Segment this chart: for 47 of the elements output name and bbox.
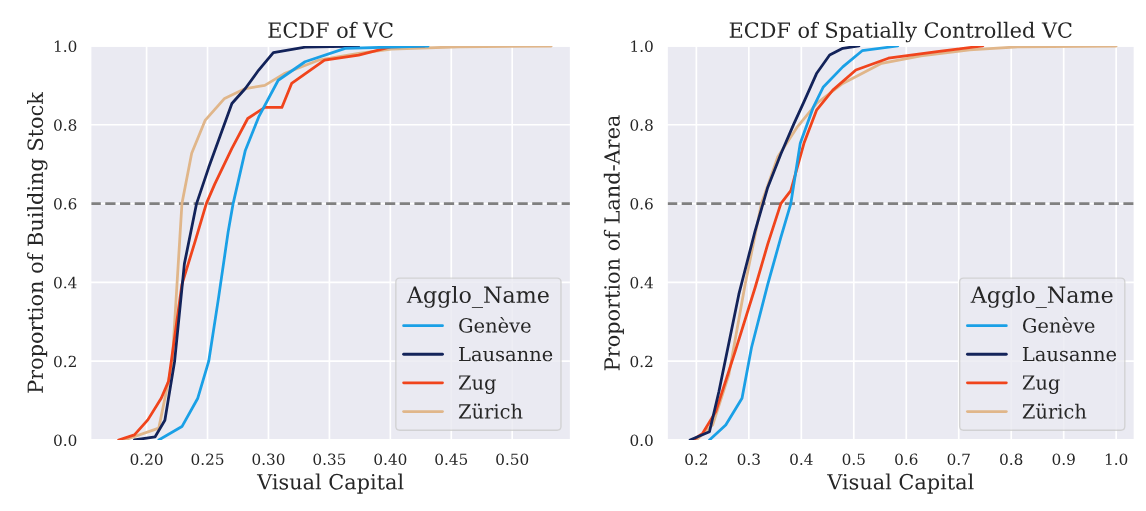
y-tick-label: 0.0	[54, 434, 77, 446]
y-tick-label: 1.0	[54, 40, 77, 53]
y-tick-label: 0.4	[54, 276, 77, 289]
x-tick-label: 0.30	[252, 453, 285, 465]
legend-label: Zug	[1022, 375, 1060, 394]
x-tick-label: 0.5	[842, 453, 865, 465]
legend-label: Zürich	[458, 403, 523, 419]
x-tick-label: 0.25	[191, 453, 224, 465]
legend-label: Lausanne	[459, 346, 553, 362]
line-series	[708, 45, 900, 440]
y-axis-title: Proportion of Building Stock	[27, 91, 48, 393]
chart-title: ECDF of VC	[268, 21, 393, 38]
x-tick-label: 0.2	[685, 453, 708, 465]
x-tick-label: 0.8	[1000, 453, 1023, 465]
legend-label: Zürich	[1022, 403, 1087, 419]
x-tick-label: 0.45	[435, 453, 468, 465]
legend-title: Agglo_Name	[970, 285, 1113, 309]
x-tick-label: 0.20	[130, 453, 163, 465]
x-axis-title: Visual Capital	[827, 473, 974, 494]
x-tick-label: 0.4	[790, 453, 813, 465]
x-axis-title: Visual Capital	[256, 473, 404, 494]
x-tick-label: 0.35	[313, 453, 346, 465]
y-tick-label: 0.8	[54, 119, 77, 131]
y-axis-title: Proportion of Land-Area	[603, 115, 624, 371]
x-tick-label: 0.40	[374, 453, 407, 465]
legend-label: Genève	[1022, 316, 1095, 333]
legend-label: Genève	[459, 316, 531, 333]
y-tick-label: 0.6	[54, 198, 77, 210]
y-tick-label: 0.4	[630, 276, 654, 289]
legend-title: Agglo_Name	[406, 285, 549, 309]
x-tick-label: 0.50	[496, 453, 529, 465]
y-tick-label: 0.8	[630, 119, 653, 131]
chart-title: ECDF of Spatially Controlled VC	[729, 21, 1072, 43]
x-tick-label: 0.6	[895, 453, 918, 465]
y-tick-label: 0.6	[630, 198, 653, 210]
line-series	[133, 45, 361, 440]
x-tick-label: 0.7	[947, 453, 970, 465]
y-tick-label: 0.2	[54, 355, 76, 368]
y-tick-label: 0.2	[630, 355, 653, 368]
y-tick-label: 1.0	[631, 40, 653, 53]
x-tick-label: 0.3	[737, 453, 760, 465]
legend-label: Lausanne	[1022, 346, 1117, 362]
line-series	[688, 45, 861, 440]
y-tick-label: 0.0	[630, 434, 653, 446]
legend-label: Zug	[458, 375, 496, 394]
x-tick-label: 0.9	[1052, 453, 1075, 465]
x-tick-label: 1.0	[1105, 453, 1128, 465]
